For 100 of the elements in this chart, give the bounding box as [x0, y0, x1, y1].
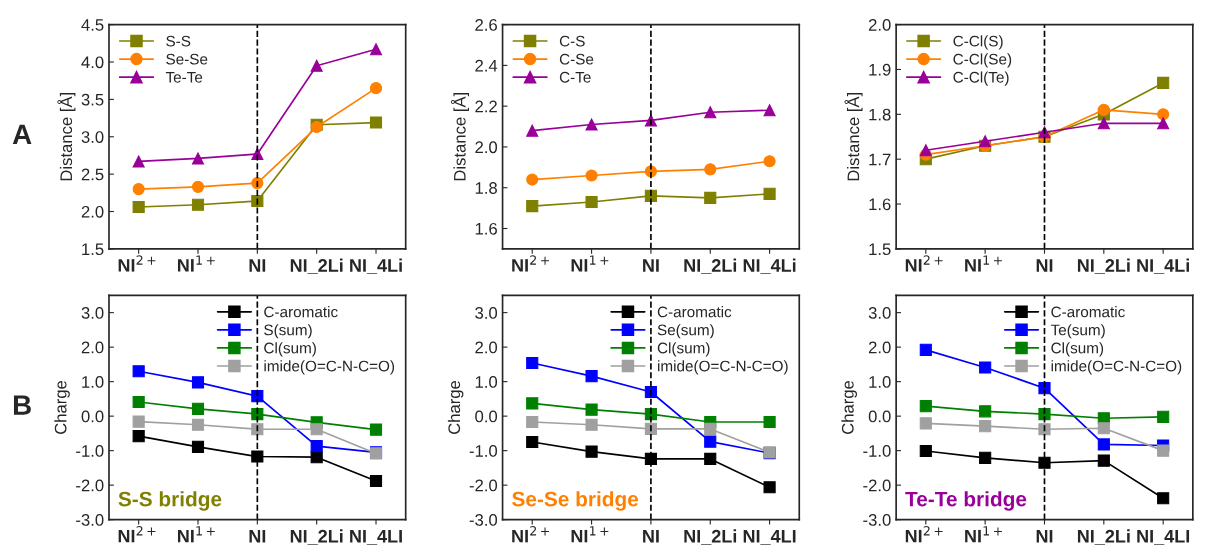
legend-label: Te-Te — [165, 71, 203, 83]
y-tick-label: 3.0 — [475, 307, 498, 319]
legend-label: C-aromatic — [264, 306, 338, 318]
x-tick-label: NI$^{1+}$ — [177, 526, 215, 543]
y-tick-label: 4.0 — [81, 56, 104, 69]
x-tick-label: NI$^{1+}$ — [571, 255, 609, 272]
x-tick-label: NI$^{1+}$ — [965, 255, 1002, 272]
x-tick-label: NI$^{2+}$ — [905, 526, 943, 543]
legend-label: C-Cl(Te) — [953, 71, 1009, 86]
y-axis-title: Charge — [447, 380, 464, 434]
x-tick-label: NI_2Li — [1077, 529, 1130, 545]
legend-label: C-Se — [559, 53, 594, 65]
y-tick-label: 2.2 — [475, 100, 497, 113]
y-axis-title: Charge — [54, 380, 70, 434]
legend-label: Te(sum) — [1050, 324, 1105, 339]
text: B — [13, 395, 31, 415]
x-tick-label: NI_4LI — [350, 530, 402, 545]
y-tick-label: 1.0 — [869, 376, 891, 388]
annotation: Se-Se bridge — [512, 491, 639, 511]
x-tick-label: NI_4Li — [743, 258, 796, 274]
legend-label: C-Te — [559, 71, 591, 83]
y-tick-label: 3.0 — [81, 307, 104, 319]
x-tick-label: NI$^{2+}$ — [512, 255, 549, 272]
y-tick-label: -3.0 — [76, 514, 104, 526]
y-tick-label: 2.6 — [475, 19, 497, 31]
y-tick-label: 1.5 — [869, 243, 891, 256]
legend-label: Cl(sum) — [264, 342, 316, 357]
y-axis-title: Distance [Å] — [450, 93, 469, 181]
legend-label: Se-Se — [166, 53, 208, 65]
y-tick-label: 1.9 — [869, 63, 891, 76]
x-tick-label: NI_2Li — [1077, 258, 1130, 274]
x-tick-label: NI_2Li — [290, 258, 343, 274]
y-tick-label: 2.0 — [475, 141, 498, 154]
y-tick-label: 1.8 — [869, 108, 891, 121]
y-tick-label: -1.0 — [469, 445, 498, 457]
x-tick-label: NI$^{2+}$ — [512, 526, 549, 543]
legend-label: Cl(sum) — [1051, 342, 1104, 357]
legend-label: C-S — [559, 35, 585, 47]
y-tick-label: 1.0 — [82, 376, 104, 388]
y-tick-label: 2.0 — [475, 341, 498, 354]
y-tick-label: 1.6 — [869, 198, 891, 211]
x-tick-label: NI$^{2+}$ — [118, 526, 156, 543]
y-tick-label: 0.0 — [868, 410, 891, 423]
y-tick-label: 2.0 — [868, 19, 891, 31]
y-tick-label: -2.0 — [76, 479, 104, 492]
x-tick-label: NI — [1036, 259, 1053, 272]
x-tick-label: NI_4LI — [743, 530, 796, 545]
y-tick-label: 2.0 — [81, 205, 104, 218]
y-tick-label: 0.0 — [475, 410, 498, 423]
y-tick-label: 1.5 — [82, 243, 104, 256]
y-tick-label: -3.0 — [469, 514, 498, 526]
x-tick-label: NI$^{1+}$ — [177, 255, 215, 272]
legend-label: S(sum) — [264, 324, 312, 339]
y-tick-label: 2.0 — [81, 341, 104, 354]
y-tick-label: 2.5 — [81, 168, 104, 181]
x-tick-label: NI_2Li — [290, 529, 343, 545]
x-tick-label: NI$^{1+}$ — [965, 526, 1002, 543]
text: A — [12, 124, 32, 144]
legend-label: Cl(sum) — [657, 342, 710, 357]
legend-label: C-Cl(S) — [953, 35, 1003, 50]
legend-label: C-Cl(Se) — [953, 53, 1012, 68]
x-tick-label: NI — [1036, 530, 1053, 543]
y-tick-label: 2.0 — [868, 341, 891, 354]
y-tick-label: 3.0 — [868, 307, 891, 319]
y-tick-label: -1.0 — [76, 445, 104, 457]
x-tick-label: NI_4LI — [1137, 530, 1190, 545]
y-tick-label: 1.6 — [475, 222, 497, 235]
x-tick-label: NI — [249, 259, 266, 272]
y-tick-label: 1.0 — [475, 376, 498, 388]
legend-label: C-aromatic — [1051, 306, 1125, 318]
x-tick-label: NI_2Li — [684, 258, 737, 274]
y-axis-title: Distance [Å] — [57, 93, 76, 181]
y-tick-label: 4.5 — [81, 19, 104, 31]
legend-label: Se(sum) — [657, 324, 714, 339]
x-tick-label: NI$^{2+}$ — [118, 255, 156, 272]
x-tick-label: NI$^{2+}$ — [905, 255, 943, 272]
y-axis-title: Distance [Å] — [844, 93, 863, 181]
legend-label: imide(O=C-N-C=O) — [264, 360, 395, 375]
y-tick-label: -1.0 — [863, 445, 891, 457]
legend-label: imide(O=C-N-C=O) — [658, 360, 788, 375]
y-tick-label: 3.0 — [81, 131, 104, 143]
x-tick-label: NI_4Li — [350, 258, 402, 274]
y-tick-label: 1.8 — [475, 182, 497, 194]
x-tick-label: NI — [249, 530, 266, 543]
annotation: S-S bridge — [118, 491, 222, 511]
y-tick-label: 1.7 — [869, 153, 891, 166]
x-tick-label: NI_2Li — [684, 529, 737, 545]
y-tick-label: 3.5 — [81, 93, 104, 106]
annotation: Te-Te bridge — [905, 491, 1027, 511]
x-tick-label: NI$^{1+}$ — [571, 526, 609, 543]
y-axis-title: Charge — [841, 380, 858, 434]
x-tick-label: NI — [643, 259, 659, 272]
x-tick-label: NI_4Li — [1137, 258, 1189, 274]
x-tick-label: NI — [643, 530, 659, 543]
legend-label: S-S — [166, 35, 191, 47]
y-tick-label: -3.0 — [863, 514, 891, 526]
y-tick-label: 0.0 — [81, 410, 104, 423]
y-tick-label: -2.0 — [469, 479, 498, 492]
y-tick-label: -2.0 — [863, 479, 891, 492]
y-tick-label: 2.4 — [475, 59, 498, 72]
